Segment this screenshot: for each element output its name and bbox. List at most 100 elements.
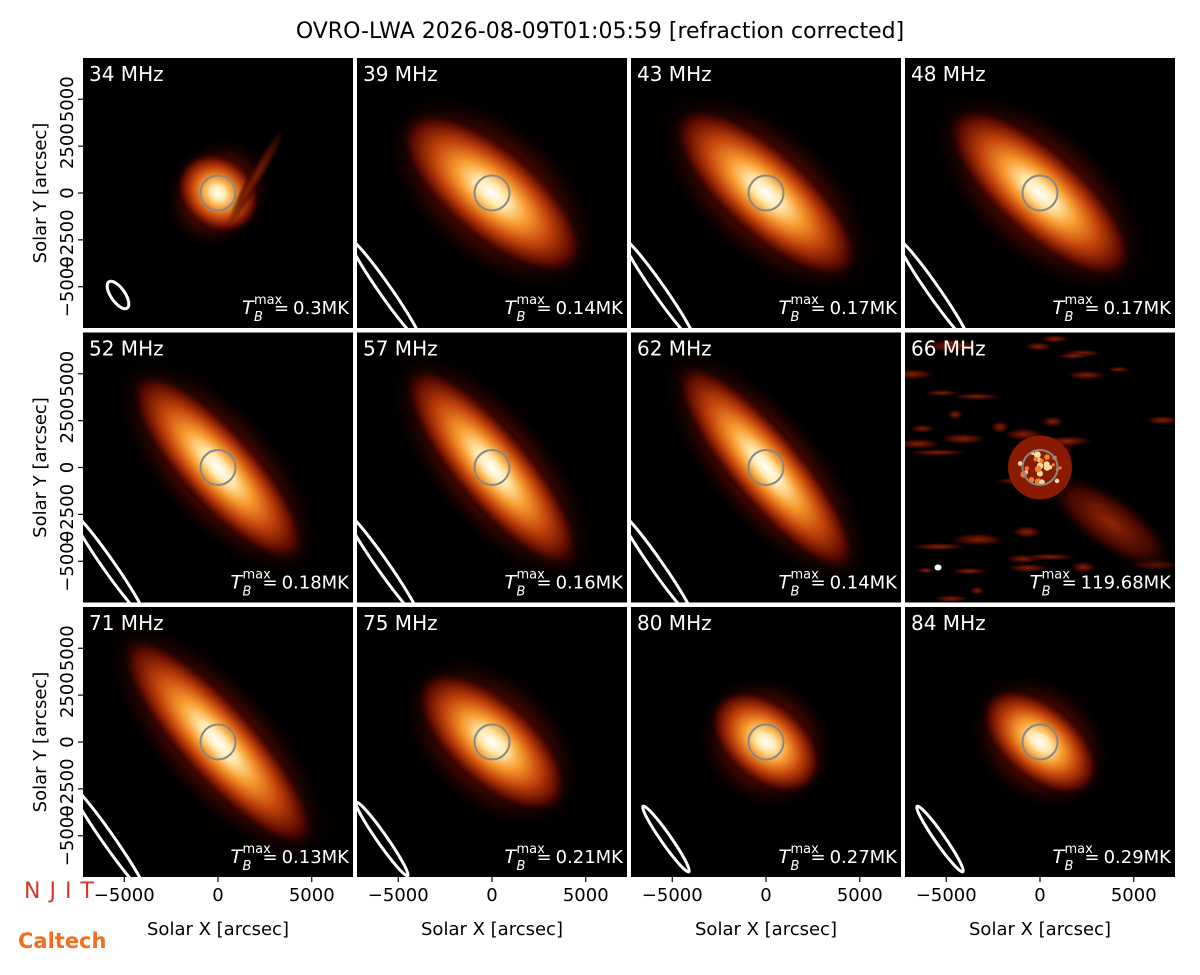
noise-streak (1055, 352, 1092, 360)
tb-equals: = (810, 298, 825, 319)
y-tick-label: 0 (57, 462, 78, 473)
emission (398, 110, 586, 276)
tb-symbol: T (504, 297, 517, 319)
tb-equals: = (262, 573, 277, 594)
x-axis-label: Solar X [arcsec] (695, 919, 837, 940)
speckle (1033, 456, 1039, 462)
tb-sub: B (516, 585, 525, 600)
noise-streak (968, 586, 986, 596)
noise-streak (989, 420, 1010, 434)
radio-image (905, 86, 1154, 328)
emission (945, 106, 1135, 280)
beam (83, 510, 147, 603)
tb-number: 0.18MK (282, 573, 351, 594)
tb-sup: max (516, 293, 545, 308)
tb-value: = 0.14MK (536, 298, 624, 319)
tb-sub: B (254, 310, 263, 325)
y-axis-label: Solar Y [arcsec] (30, 123, 51, 264)
noise-streak (908, 424, 937, 433)
radio-image (631, 86, 880, 328)
tb-sup: max (516, 842, 545, 857)
tb-sub: B (790, 585, 799, 600)
noise-streak (1020, 553, 1080, 561)
tb-number: 0.17MK (830, 298, 899, 319)
beam (631, 510, 695, 603)
tb-symbol: T (778, 846, 791, 868)
solar-disk (1021, 174, 1059, 212)
tb-symbol: T (230, 572, 243, 594)
noise-streak (937, 432, 989, 445)
tb-value: = 0.17MK (810, 298, 898, 319)
tb-symbol: T (230, 846, 243, 868)
y-tick-label: 5000 (57, 625, 78, 671)
beam (915, 804, 965, 874)
x-axis-label: Solar X [arcsec] (969, 919, 1111, 940)
radio-image (357, 345, 600, 603)
speckle (1054, 478, 1060, 484)
speckle (1043, 461, 1050, 468)
noise-streak (948, 532, 1008, 547)
x-tick-label: 5000 (1111, 885, 1157, 906)
tb-sub: B (790, 859, 799, 874)
tb-value: = 0.18MK (262, 573, 350, 594)
noise-streak (1106, 366, 1131, 373)
speckle (1039, 479, 1045, 485)
tb-sup: max (790, 568, 819, 583)
tb-symbol: T (1052, 297, 1065, 319)
emission (129, 370, 307, 565)
tb-sub: B (1064, 310, 1073, 325)
x-tick-label: 5000 (837, 885, 883, 906)
tb-number: 0.14MK (830, 573, 899, 594)
noise-streak (1023, 341, 1054, 352)
solar-disk (747, 174, 785, 212)
y-tick-label: 5000 (57, 76, 78, 122)
beam (83, 783, 148, 877)
tb-symbol: T (242, 297, 255, 319)
y-tick-label: 5000 (57, 351, 78, 397)
tb-symbol: T (778, 297, 791, 319)
noise-streak (1143, 415, 1175, 426)
y-tick-label: −2500 (57, 484, 78, 545)
frequency-label: 39 MHz (363, 62, 438, 86)
tb-value: = 0.21MK (536, 847, 624, 868)
tb-value: = 0.13MK (262, 847, 350, 868)
tb-sub: B (242, 585, 251, 600)
tb-sup: max (1042, 568, 1071, 583)
tb-number: 0.21MK (556, 847, 625, 868)
x-tick-label: −5000 (94, 885, 155, 906)
logo-njit: NJIT (24, 879, 103, 904)
tb-number: 0.16MK (556, 573, 625, 594)
streak (227, 120, 289, 226)
beam (357, 237, 423, 328)
x-tick-label: 5000 (563, 885, 609, 906)
x-tick-label: 0 (760, 885, 771, 906)
tb-equals: = (1084, 847, 1099, 868)
radio-image (915, 670, 1115, 874)
noise-streak (905, 368, 938, 380)
tb-value: = 0.16MK (536, 573, 624, 594)
tb-value: = 0.29MK (1084, 847, 1172, 868)
solar-disk (1021, 723, 1059, 761)
noise-streak (1005, 563, 1051, 573)
tb-sub: B (1064, 859, 1073, 874)
speckle (1017, 461, 1023, 467)
tb-equals: = (536, 847, 551, 868)
radio-image (357, 651, 587, 877)
speckle (1024, 466, 1029, 471)
tb-sub: B (516, 859, 525, 874)
beam (357, 510, 421, 603)
y-tick-label: 0 (57, 736, 78, 747)
solar-disk (1021, 449, 1059, 486)
logo-caltech: Caltech (18, 929, 106, 953)
speckle (1039, 458, 1044, 464)
tb-equals: = (1084, 298, 1099, 319)
tb-value: = 0.3MK (274, 298, 350, 319)
y-tick-label: −2500 (57, 209, 78, 270)
tb-equals: = (810, 847, 825, 868)
x-tick-label: −5000 (916, 885, 977, 906)
